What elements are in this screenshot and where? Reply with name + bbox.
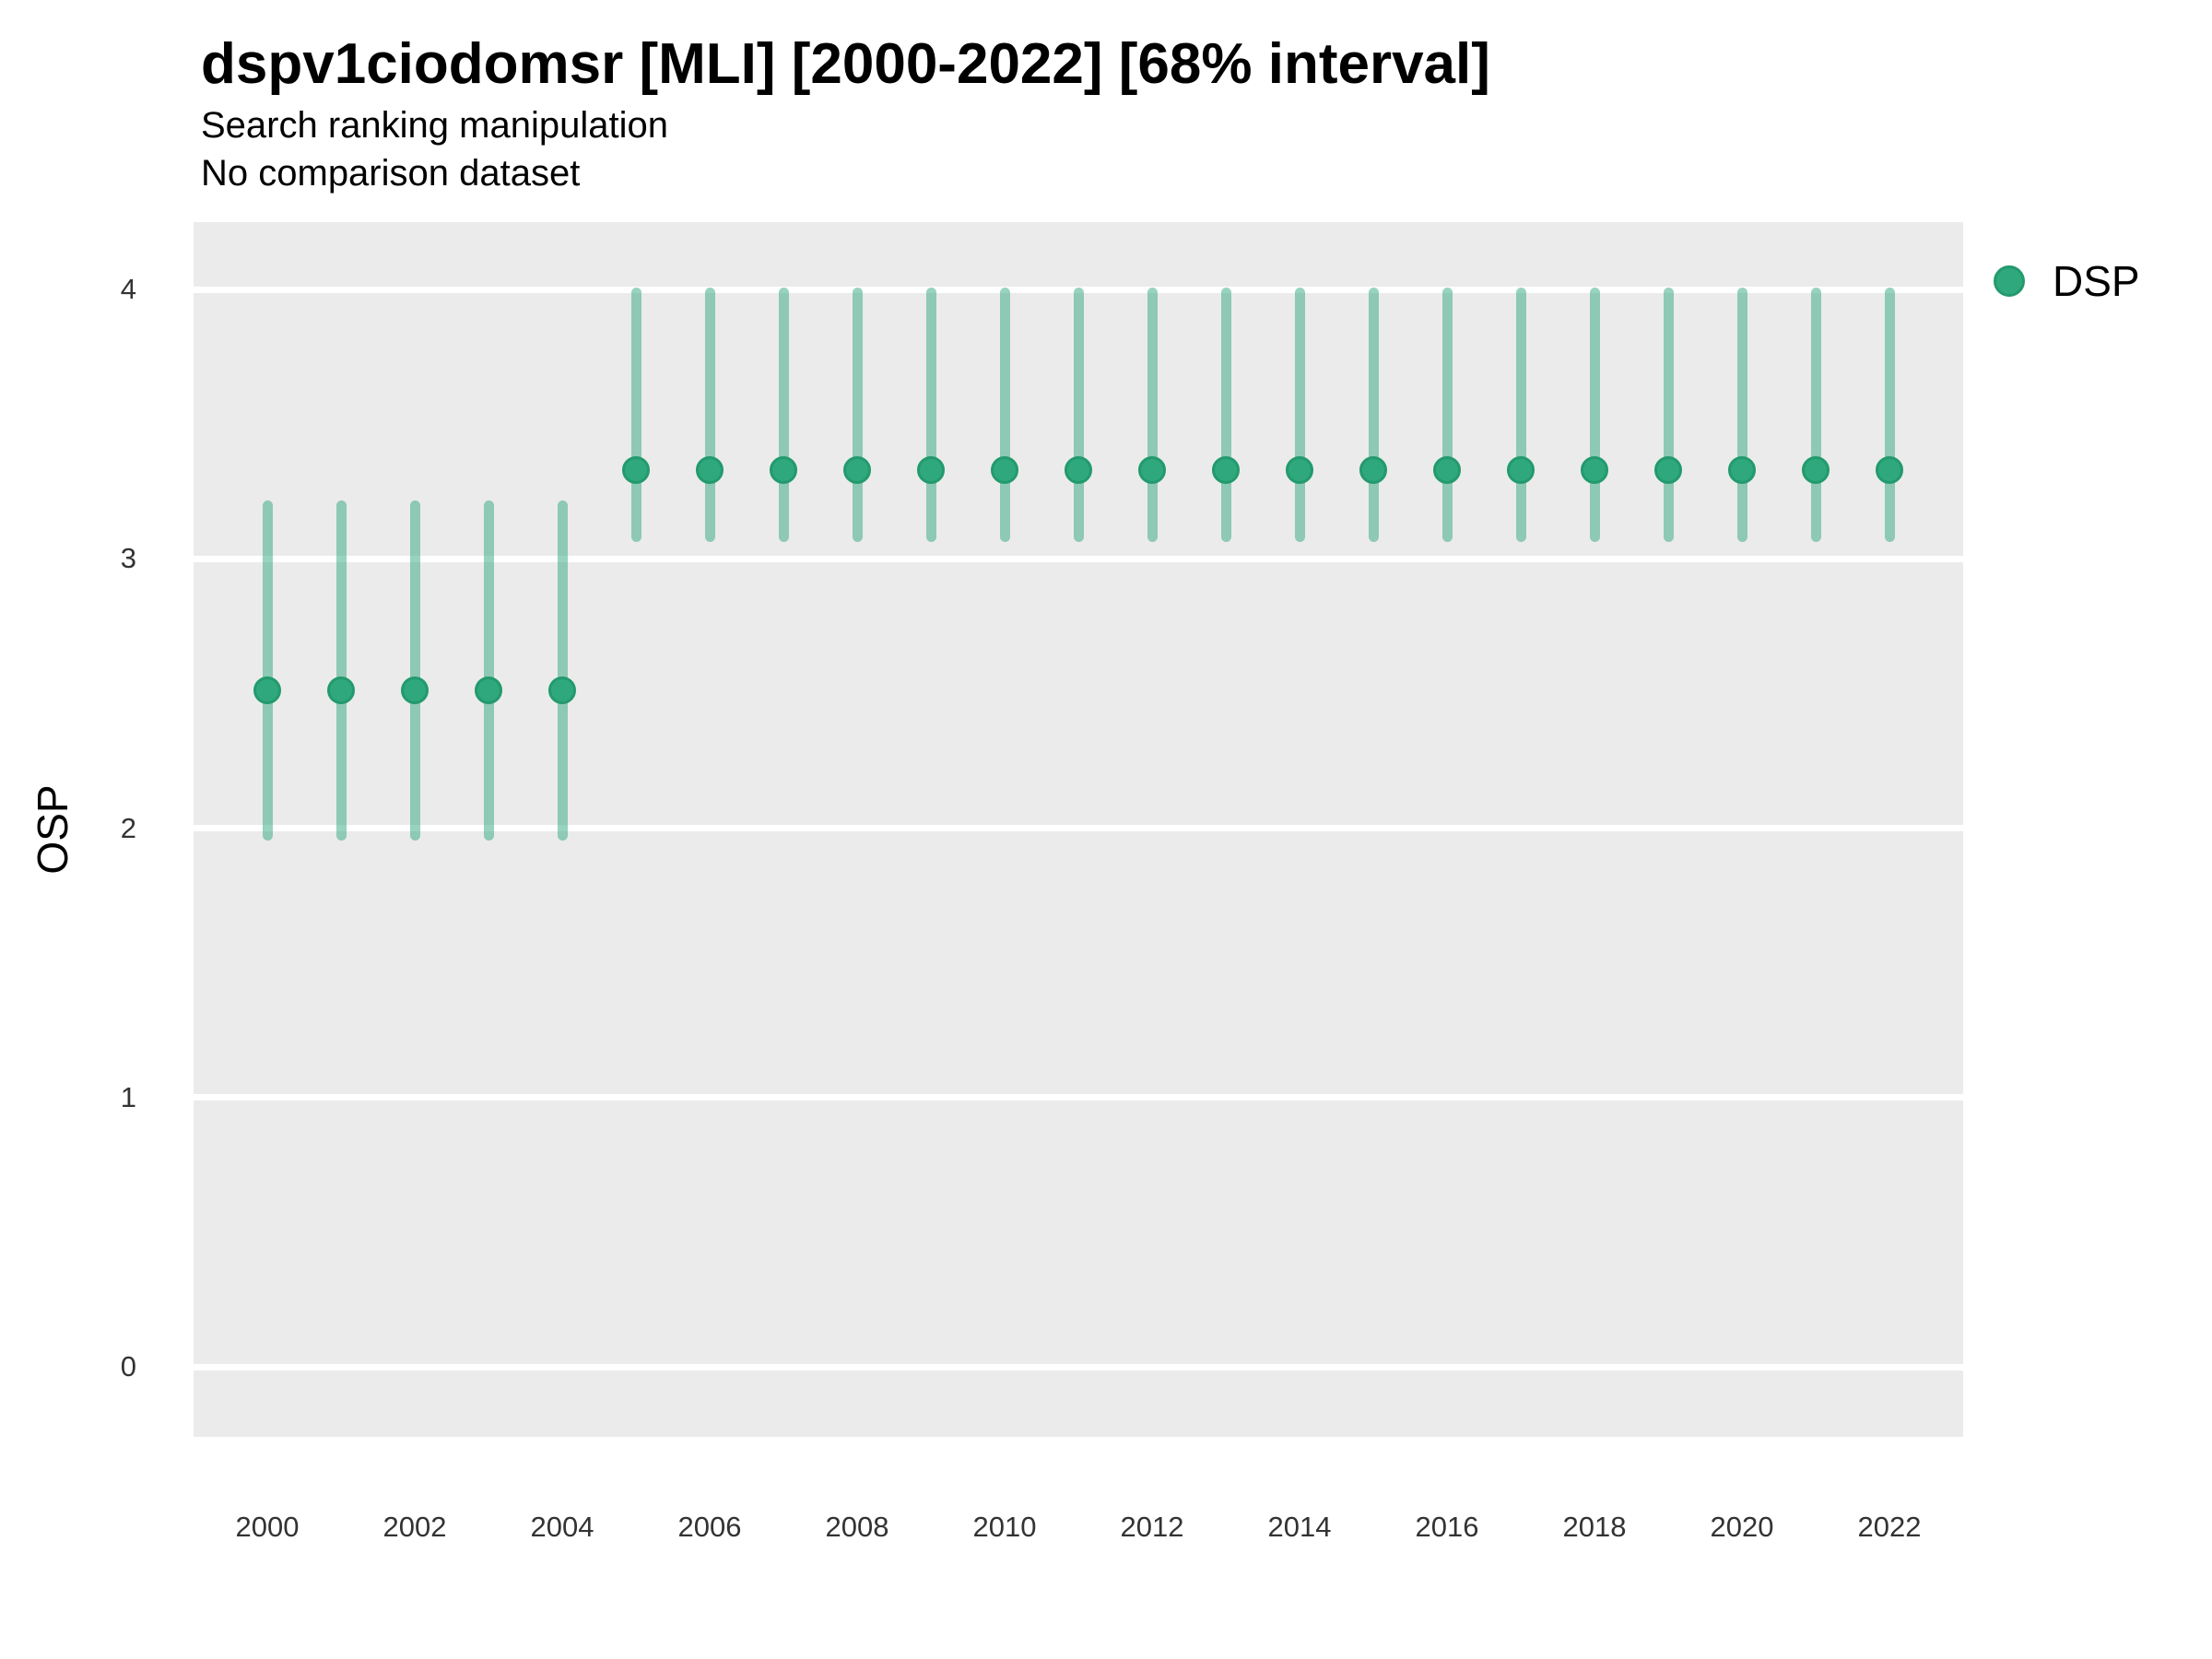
plot-panel: [194, 222, 1963, 1437]
data-point-2020: [1728, 455, 1756, 484]
chart-title: dspv1ciodomsr [MLI] [2000-2022] [68% int…: [201, 32, 1490, 96]
data-point-2000: [253, 677, 281, 705]
y-tick-label-2: 2: [120, 811, 136, 844]
gridline-y-3: [194, 555, 1963, 562]
interval-bar-2018: [1589, 287, 1600, 542]
legend-label: DSP: [2053, 257, 2140, 305]
x-tick-label-2008: 2008: [825, 1511, 889, 1543]
interval-bar-2014: [1294, 287, 1305, 542]
interval-bar-2022: [1884, 287, 1895, 542]
y-tick-label-4: 4: [120, 273, 136, 306]
interval-bar-2003: [483, 500, 494, 841]
x-tick-label-2010: 2010: [972, 1511, 1037, 1543]
x-tick-label-2004: 2004: [530, 1511, 594, 1543]
y-tick-label-3: 3: [120, 542, 136, 575]
data-point-2005: [622, 455, 650, 484]
data-point-2015: [1359, 455, 1387, 484]
data-point-2001: [327, 677, 355, 705]
x-tick-label-2000: 2000: [235, 1511, 300, 1543]
interval-bar-2017: [1515, 287, 1526, 542]
gridline-y-0: [194, 1363, 1963, 1371]
data-point-2011: [1065, 455, 1092, 484]
x-tick-label-2022: 2022: [1857, 1511, 1922, 1543]
y-tick-label-1: 1: [120, 1080, 136, 1113]
interval-bar-2006: [704, 287, 715, 542]
data-point-2017: [1507, 455, 1535, 484]
legend: DSP: [1994, 260, 2140, 302]
data-point-2004: [548, 677, 576, 705]
data-point-2016: [1433, 455, 1461, 484]
data-point-2008: [843, 455, 871, 484]
data-point-2019: [1654, 455, 1682, 484]
interval-bar-2012: [1147, 287, 1158, 542]
interval-bar-2004: [557, 500, 568, 841]
data-point-2018: [1581, 455, 1608, 484]
x-tick-label-2018: 2018: [1562, 1511, 1627, 1543]
gridline-y-2: [194, 825, 1963, 832]
data-point-2007: [770, 455, 797, 484]
x-tick-label-2014: 2014: [1267, 1511, 1332, 1543]
data-point-2006: [696, 455, 724, 484]
chart-subtitle-block: Search ranking manipulation No compariso…: [201, 101, 668, 197]
data-point-2010: [991, 455, 1018, 484]
x-tick-label-2006: 2006: [677, 1511, 742, 1543]
data-point-2013: [1212, 455, 1240, 484]
y-tick-label-0: 0: [120, 1350, 136, 1383]
interval-bar-2016: [1441, 287, 1453, 542]
gridline-y-1: [194, 1094, 1963, 1101]
interval-bar-2007: [778, 287, 789, 542]
interval-bar-2008: [852, 287, 863, 542]
interval-bar-2013: [1220, 287, 1231, 542]
x-tick-label-2016: 2016: [1415, 1511, 1479, 1543]
data-point-2012: [1138, 455, 1166, 484]
data-point-2009: [917, 455, 945, 484]
interval-bar-2020: [1736, 287, 1747, 542]
interval-bar-2010: [999, 287, 1010, 542]
chart-note: No comparison dataset: [201, 153, 581, 194]
legend-marker-icon: [1994, 265, 2025, 297]
x-tick-label-2002: 2002: [382, 1511, 447, 1543]
data-point-2014: [1286, 455, 1313, 484]
data-point-2003: [475, 677, 502, 705]
x-tick-label-2020: 2020: [1710, 1511, 1774, 1543]
interval-bar-2015: [1368, 287, 1379, 542]
x-tick-label-2012: 2012: [1120, 1511, 1184, 1543]
chart-subtitle: Search ranking manipulation: [201, 105, 668, 146]
data-point-2021: [1802, 455, 1830, 484]
interval-bar-2002: [409, 500, 420, 841]
interval-bar-2021: [1810, 287, 1821, 542]
interval-bar-2005: [630, 287, 641, 542]
data-point-2002: [401, 677, 429, 705]
interval-bar-2001: [335, 500, 347, 841]
interval-bar-2019: [1663, 287, 1674, 542]
data-point-2022: [1876, 455, 1903, 484]
interval-bar-2009: [925, 287, 936, 542]
interval-bar-2011: [1073, 287, 1084, 542]
interval-bar-2000: [262, 500, 273, 841]
